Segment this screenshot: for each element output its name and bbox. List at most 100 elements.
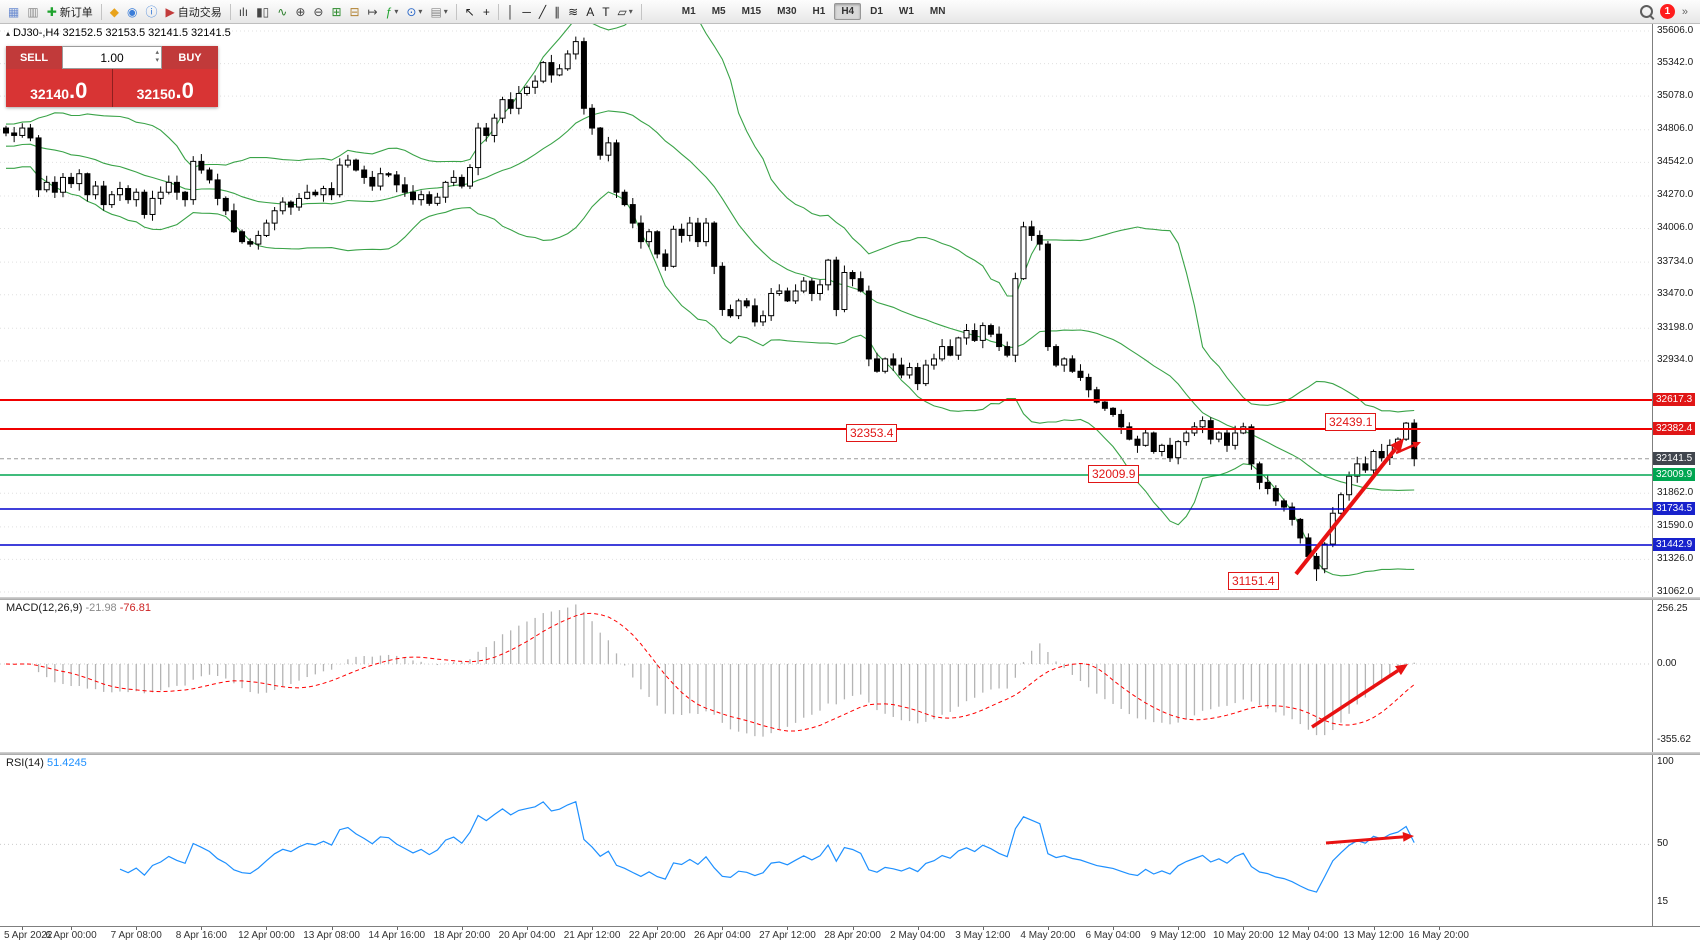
candlestick-chart-icon[interactable]: ▮▯ [253,2,272,22]
templates-button[interactable]: ▤ ▾ [427,2,450,22]
trend-arrow-macd-head[interactable] [1395,664,1408,676]
price-annotation[interactable]: 32353.4 [846,424,898,442]
trend-arrow-main[interactable] [1294,447,1397,576]
timeframe-m5[interactable]: M5 [711,6,726,17]
channel-tool[interactable]: ∥ [551,2,563,22]
volume-input[interactable]: 1.00 ▴ ▾ [62,46,162,69]
time-axis-label: 12 Apr 00:00 [238,930,295,941]
timeframe-m15[interactable]: M15 [741,6,762,17]
line-chart-icon[interactable]: ∿ [274,2,290,22]
axis-price-label: 34006.0 [1657,222,1694,234]
mql5-icon[interactable]: ◆ [107,2,122,22]
timeframe-h1[interactable]: H1 [812,6,826,17]
time-axis-tick [1308,927,1310,930]
time-axis-tick [1047,927,1049,930]
cursor-icon[interactable]: ↖ [462,2,478,22]
macd-scale-label: 0.00 [1657,657,1677,669]
horizontal-line-tool-glyph: ─ [522,4,531,19]
timeframe-w1[interactable]: W1 [898,6,914,17]
panel-separator[interactable] [0,752,1700,755]
sell-button[interactable]: SELL [6,46,62,69]
time-axis-tick [917,927,919,930]
toolbar-separator [497,3,499,20]
timeframe-m30[interactable]: M30 [777,6,797,17]
axis-price-label: 31326.0 [1657,552,1694,564]
time-axis-tick [1113,927,1115,930]
timeframe-mn[interactable]: MN [929,6,946,17]
bar-chart-icon[interactable]: ılı [236,2,251,22]
horizontal-line-tool[interactable]: ─ [519,2,534,22]
trend-arrow-rsi-head[interactable] [1402,831,1414,842]
new-order-button[interactable]: ✚ 新订单 [44,2,96,22]
indicators-button[interactable]: ƒ ▾ [383,2,402,22]
timeframe-h4[interactable]: H4 [834,3,862,20]
price-annotation[interactable]: 31151.4 [1228,572,1279,590]
chart-menu-icon[interactable]: ▴ [6,29,11,38]
horizontal-lines [0,398,1652,546]
trend-arrow-main-head[interactable] [1390,438,1404,453]
trendline-tool-glyph: ╱ [538,4,547,19]
new-chart-icon[interactable]: ▦ [5,2,22,22]
community-icon[interactable]: ◉ [124,2,140,22]
buy-button[interactable]: BUY [162,46,218,69]
trend-arrow-small[interactable] [1395,444,1415,455]
time-axis-tick [201,927,203,930]
vertical-line-tool[interactable]: │ [504,2,518,22]
volume-up-button[interactable]: ▴ [155,49,159,56]
periods-button[interactable]: ⊙ ▾ [403,2,425,22]
trendline-tool[interactable]: ╱ [536,2,549,22]
axis-price-label: 34806.0 [1657,123,1694,135]
fibonacci-tool[interactable]: ≋ [565,2,581,22]
time-axis-label: 10 May 20:00 [1212,930,1274,941]
trend-arrow-rsi[interactable] [1325,835,1404,845]
auto-arrange-icon[interactable]: ⊟ [347,2,363,22]
timeframe-d1[interactable]: D1 [870,6,883,17]
time-axis-tick [787,927,789,930]
trend-arrow-macd[interactable] [1311,669,1399,729]
time-axis-label: 8 Apr 16:00 [175,930,227,941]
axis-price-badge: 32617.3 [1653,393,1696,407]
shapes-button[interactable]: ▱ ▾ [615,2,636,22]
trend-arrow-small-head[interactable] [1412,441,1421,449]
zoom-out-icon[interactable]: ⊖ [310,2,326,22]
auto-arrange-icon-glyph: ⊟ [349,4,360,19]
crosshair-icon-glyph: + [482,4,490,19]
sell-price[interactable]: 32140.0 [6,69,112,107]
info-icon[interactable]: ⓘ [142,2,160,22]
macd-scale-label: -355.62 [1657,733,1691,745]
time-axis-tick [461,927,463,930]
time-axis-tick [722,927,724,930]
chart-profiles-icon[interactable]: ▥ [24,2,41,22]
axis-price-label: 33470.0 [1657,288,1694,300]
periods-button-glyph: ⊙ [406,4,417,19]
text-tool[interactable]: A [583,2,597,22]
label-tool[interactable]: T [599,2,612,22]
time-axis-label: 12 May 04:00 [1278,930,1339,941]
rsi-scale-label: 50 [1657,837,1669,849]
time-axis-tick [982,927,984,930]
toolbar-overflow-icon[interactable]: » [1681,5,1688,18]
zoom-in-icon-glyph: ⊕ [295,4,306,19]
buy-price[interactable]: 32150.0 [112,69,218,107]
zoom-in-icon[interactable]: ⊕ [292,2,308,22]
tile-windows-icon-glyph: ⊞ [331,4,342,19]
macd-value-main: -21.98 [85,602,117,614]
volume-down-button[interactable]: ▾ [155,57,159,65]
rsi-value: 51.4245 [46,757,87,769]
search-icon[interactable] [1639,5,1653,18]
time-axis-label: 9 May 12:00 [1150,930,1206,941]
autotrading-button[interactable]: ▶ 自动交易 [162,2,224,22]
new-order-button-label: 新订单 [59,6,93,19]
axis-price-label: 33734.0 [1657,255,1694,267]
price-annotation[interactable]: 32009.9 [1088,465,1140,483]
price-annotation[interactable]: 32439.1 [1325,413,1377,431]
chart-shift-icon[interactable]: ↦ [365,2,381,22]
panel-separator[interactable] [0,597,1700,600]
crosshair-icon[interactable]: + [480,2,493,22]
chart-title: ▴ DJ30-,H4 32152.5 32153.5 32141.5 32141.… [6,27,231,39]
time-axis[interactable]: 5 Apr 2022 6 Apr 00:00 7 Apr 08:00 8 Apr 16… [0,926,1700,941]
timeframe-m1[interactable]: M1 [681,6,696,17]
notification-badge[interactable]: 1 [1659,4,1675,19]
axis-price-label: 34270.0 [1657,189,1694,201]
tile-windows-icon[interactable]: ⊞ [328,2,344,22]
